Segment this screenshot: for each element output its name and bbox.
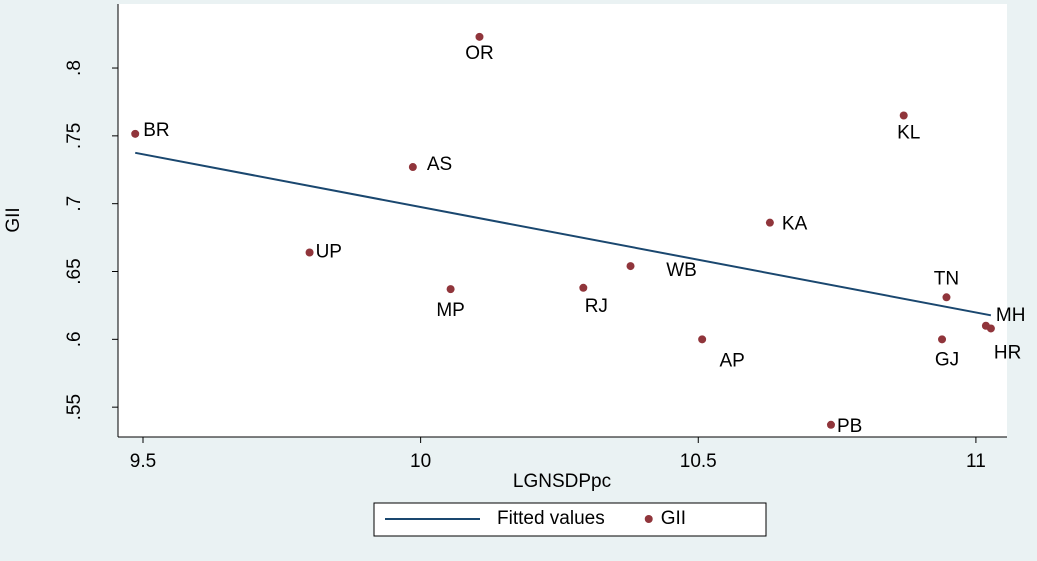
y-tick-label: .7	[64, 196, 85, 212]
fitted-line	[135, 151, 992, 317]
point	[826, 420, 835, 429]
y-tick-label: .8	[64, 60, 85, 76]
point	[899, 111, 908, 120]
point	[475, 32, 484, 41]
point-label: GJ	[935, 349, 959, 370]
point-label: PB	[837, 416, 862, 437]
point	[626, 262, 635, 271]
point	[408, 163, 417, 172]
point-label: AP	[719, 350, 744, 371]
point	[938, 335, 947, 344]
y-axis-title: GII	[3, 207, 24, 232]
x-axis-title: LGNSDPpc	[513, 471, 611, 492]
point-label: HR	[994, 342, 1021, 363]
legend-label: GII	[661, 508, 686, 529]
point-label: BR	[143, 120, 169, 141]
point-label: UP	[316, 242, 342, 263]
y-tick-label: .6	[64, 331, 85, 347]
legend-label: Fitted values	[497, 508, 605, 529]
point	[765, 218, 774, 227]
plot-area	[118, 4, 1007, 437]
point-label: RJ	[585, 296, 608, 317]
point	[579, 283, 588, 292]
x-tick-label: 10	[410, 451, 431, 472]
point	[986, 324, 995, 333]
point-label: TN	[934, 268, 959, 289]
point	[446, 285, 455, 294]
point-label: MH	[996, 305, 1026, 326]
x-tick-label: 9.5	[130, 451, 156, 472]
y-tick-label: .75	[64, 123, 85, 149]
x-tick-label: 10.5	[680, 451, 717, 472]
point	[131, 129, 140, 138]
x-tick-label: 11	[966, 451, 986, 472]
y-tick-label: .65	[64, 258, 85, 284]
point-label: KA	[782, 214, 808, 235]
point	[698, 335, 707, 344]
point	[942, 293, 951, 302]
point	[305, 248, 314, 257]
point-label: OR	[465, 43, 494, 64]
point-label: MP	[436, 300, 465, 321]
legend-marker	[644, 515, 653, 523]
point-label: AS	[427, 154, 452, 175]
point-label: WB	[666, 260, 697, 281]
y-tick-label: .55	[64, 394, 85, 420]
point-label: KL	[897, 123, 920, 144]
